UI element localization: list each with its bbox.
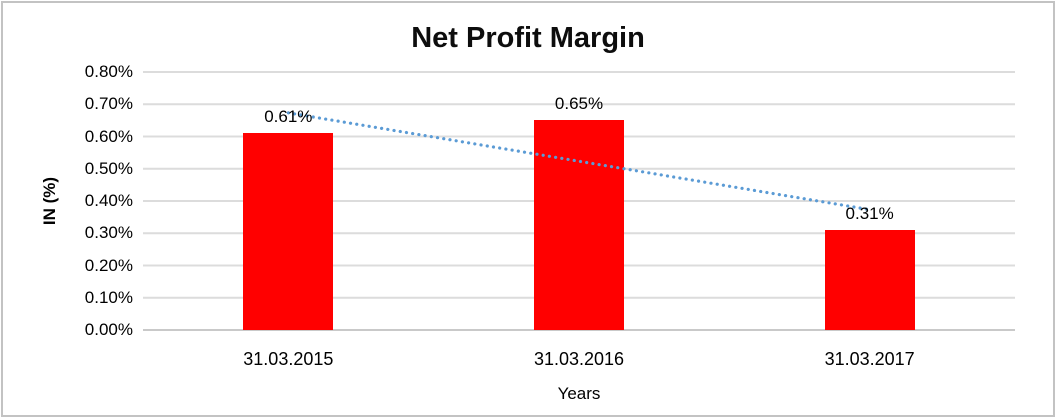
y-tick-label: 0.10% (84, 287, 133, 307)
y-tick-label: 0.00% (84, 320, 133, 339)
x-tick-label: 31.03.2016 (533, 349, 625, 369)
x-tick-label: 31.03.2015 (243, 349, 334, 369)
y-tick-label: 0.50% (84, 158, 133, 178)
chart-title: Net Profit Margin (411, 22, 645, 54)
plot-area (143, 71, 1015, 331)
bar-31.03.2016 (534, 120, 624, 330)
y-tick-label: 0.20% (84, 255, 133, 275)
bar-31.03.2015 (243, 133, 334, 330)
data-label: 0.65% (554, 94, 604, 114)
y-tick-label: 0.70% (84, 94, 133, 114)
x-tick-label: 31.03.2017 (824, 349, 915, 369)
y-tick-label: 0.40% (84, 191, 133, 210)
y-tick-label: 0.30% (84, 223, 133, 243)
data-label: 0.31% (845, 204, 894, 224)
x-axis-title: Years (557, 384, 601, 403)
data-label: 0.61% (264, 107, 313, 127)
y-tick-label: 0.80% (84, 62, 133, 81)
y-tick-label: 0.60% (84, 126, 133, 146)
bar-31.03.2017 (824, 230, 915, 330)
